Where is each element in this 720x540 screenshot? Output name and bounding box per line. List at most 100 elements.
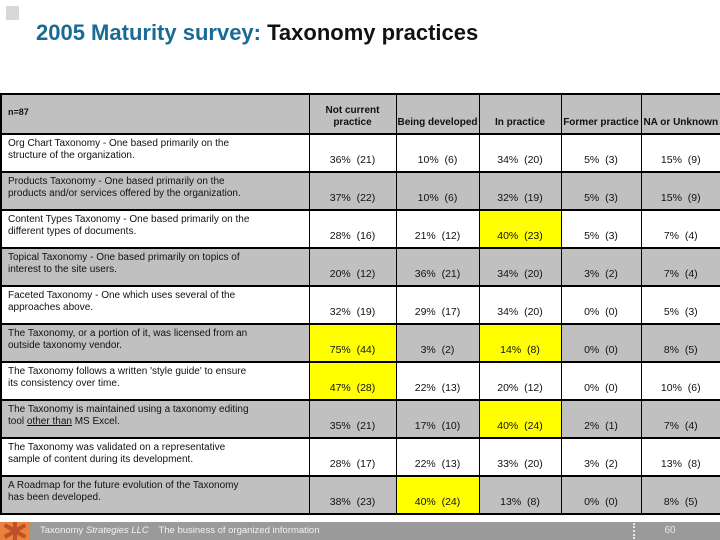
row-label-text: Faceted Taxonomy - One which uses severa… <box>8 290 236 314</box>
column-header-in-practice: In practice <box>478 93 562 135</box>
value-cell: 10% (6) <box>395 171 480 211</box>
value-cell: 21% (12) <box>395 209 480 249</box>
row-label: The Taxonomy is maintained using a taxon… <box>0 399 310 439</box>
slide-title: 2005 Maturity survey: Taxonomy practices <box>36 20 478 46</box>
value-cell: 7% (4) <box>640 209 720 249</box>
value-cell: 29% (17) <box>395 285 480 325</box>
table-row: The Taxonomy, or a portion of it, was li… <box>0 323 720 363</box>
value-cell: 15% (9) <box>640 133 720 173</box>
row-label-text: The Taxonomy is maintained using a taxon… <box>8 404 249 428</box>
row-label-text: Topical Taxonomy - One based primarily o… <box>8 252 240 276</box>
row-label-text: MS Excel. <box>71 416 120 428</box>
value-cell: 5% (3) <box>560 133 642 173</box>
value-cell: 34% (20) <box>478 247 562 287</box>
row-label-text: The Taxonomy, or a portion of it, was li… <box>8 328 248 352</box>
row-label-text: A Roadmap for the future evolution of th… <box>8 480 239 504</box>
value-cell: 40% (23) <box>478 209 562 249</box>
value-cell: 10% (6) <box>640 361 720 401</box>
value-cell: 28% (17) <box>308 437 397 477</box>
page-number: 60 <box>664 525 676 536</box>
value-cell: 13% (8) <box>478 475 562 515</box>
row-label-text: Products Taxonomy - One based primarily … <box>8 176 241 200</box>
value-cell: 32% (19) <box>308 285 397 325</box>
column-header-former-practice: Former practice <box>560 93 642 135</box>
value-cell: 33% (20) <box>478 437 562 477</box>
column-header-being-developed: Being developed <box>395 93 480 135</box>
value-cell: 14% (8) <box>478 323 562 363</box>
column-header-not-current: Not current practice <box>308 93 397 135</box>
value-cell: 15% (9) <box>640 171 720 211</box>
row-label: Faceted Taxonomy - One which uses severa… <box>0 285 310 325</box>
value-cell: 32% (19) <box>478 171 562 211</box>
value-cell: 22% (13) <box>395 361 480 401</box>
value-cell: 36% (21) <box>395 247 480 287</box>
value-cell: 17% (10) <box>395 399 480 439</box>
value-cell: 34% (20) <box>478 285 562 325</box>
value-cell: 40% (24) <box>395 475 480 515</box>
table-row: The Taxonomy was validated on a represen… <box>0 437 720 477</box>
value-cell: 8% (5) <box>640 475 720 515</box>
row-label: The Taxonomy, or a portion of it, was li… <box>0 323 310 363</box>
table-row: A Roadmap for the future evolution of th… <box>0 475 720 515</box>
value-cell: 5% (3) <box>640 285 720 325</box>
title-highlight: 2005 Maturity survey: <box>36 20 261 45</box>
value-cell: 22% (13) <box>395 437 480 477</box>
value-cell: 28% (16) <box>308 209 397 249</box>
row-label-text: The Taxonomy was validated on a represen… <box>8 442 226 466</box>
corner-decoration <box>6 6 19 20</box>
row-label: Org Chart Taxonomy - One based primarily… <box>0 133 310 173</box>
value-cell: 40% (24) <box>478 399 562 439</box>
row-label-text: Content Types Taxonomy - One based prima… <box>8 214 250 238</box>
value-cell: 35% (21) <box>308 399 397 439</box>
value-cell: 7% (4) <box>640 399 720 439</box>
table-row: Topical Taxonomy - One based primarily o… <box>0 247 720 287</box>
table-row: The Taxonomy follows a written 'style gu… <box>0 361 720 401</box>
value-cell: 10% (6) <box>395 133 480 173</box>
value-cell: 3% (2) <box>395 323 480 363</box>
value-cell: 0% (0) <box>560 285 642 325</box>
table-row: The Taxonomy is maintained using a taxon… <box>0 399 720 439</box>
row-label-text: The Taxonomy follows a written 'style gu… <box>8 366 247 390</box>
value-cell: 5% (3) <box>560 209 642 249</box>
row-label-text: Org Chart Taxonomy - One based primarily… <box>8 138 230 162</box>
row-label: The Taxonomy follows a written 'style gu… <box>0 361 310 401</box>
table-row: Faceted Taxonomy - One which uses severa… <box>0 285 720 325</box>
footer-text: Taxonomy Strategies LLC The business of … <box>40 522 320 540</box>
value-cell: 37% (22) <box>308 171 397 211</box>
value-cell: 0% (0) <box>560 475 642 515</box>
survey-table-wrap: n=87 Not current practice Being develope… <box>0 93 720 515</box>
value-cell: 0% (0) <box>560 323 642 363</box>
value-cell: 7% (4) <box>640 247 720 287</box>
footer-tagline: The business of organized information <box>158 525 320 536</box>
row-label: The Taxonomy was validated on a represen… <box>0 437 310 477</box>
value-cell: 34% (20) <box>478 133 562 173</box>
sample-size-label: n=87 <box>0 93 310 135</box>
table-row: Org Chart Taxonomy - One based primarily… <box>0 133 720 173</box>
footer-divider <box>633 523 635 539</box>
row-label: Topical Taxonomy - One based primarily o… <box>0 247 310 287</box>
footer-brand: Taxonomy <box>40 525 84 536</box>
footer-bar: Taxonomy Strategies LLC The business of … <box>0 522 720 540</box>
value-cell: 3% (2) <box>560 437 642 477</box>
value-cell: 13% (8) <box>640 437 720 477</box>
value-cell: 0% (0) <box>560 361 642 401</box>
value-cell: 8% (5) <box>640 323 720 363</box>
value-cell: 2% (1) <box>560 399 642 439</box>
row-label: Content Types Taxonomy - One based prima… <box>0 209 310 249</box>
column-header-na-unknown: NA or Unknown <box>640 93 720 135</box>
value-cell: 38% (23) <box>308 475 397 515</box>
value-cell: 47% (28) <box>308 361 397 401</box>
table-row: Content Types Taxonomy - One based prima… <box>0 209 720 249</box>
value-cell: 75% (44) <box>308 323 397 363</box>
survey-table: n=87 Not current practice Being develope… <box>0 93 720 515</box>
value-cell: 20% (12) <box>478 361 562 401</box>
header-row: n=87 Not current practice Being develope… <box>0 93 720 135</box>
title-rest: Taxonomy practices <box>261 20 479 45</box>
value-cell: 36% (21) <box>308 133 397 173</box>
value-cell: 3% (2) <box>560 247 642 287</box>
row-label: Products Taxonomy - One based primarily … <box>0 171 310 211</box>
value-cell: 20% (12) <box>308 247 397 287</box>
row-label-underlined: other than <box>26 416 72 428</box>
table-row: Products Taxonomy - One based primarily … <box>0 171 720 211</box>
